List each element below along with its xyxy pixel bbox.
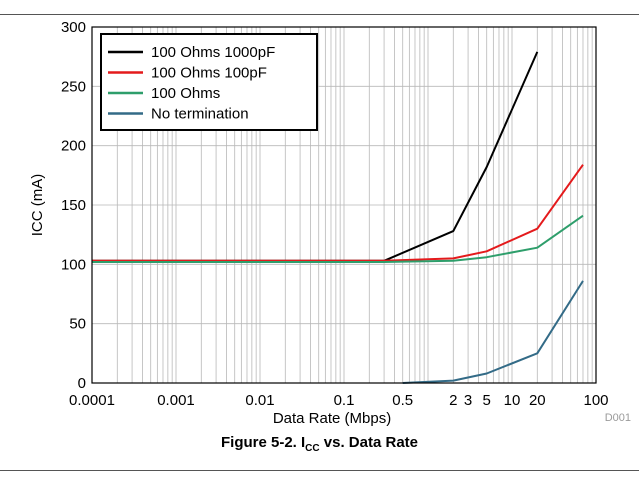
plot-frame [91,26,597,384]
legend-label-0: 100 Ohms 1000pF [151,44,275,61]
x-tick-label: 3 [464,392,472,409]
legend-label-3: No termination [151,106,249,123]
x-tick-label: 20 [529,392,546,409]
x-tick-label: 100 [583,392,608,409]
x-tick-label: 5 [483,392,491,409]
top-rule [0,14,639,15]
series-line-2 [92,214,584,263]
legend: 100 Ohms 1000pF 100 Ohms 100pF 100 Ohms No … [100,33,318,131]
x-axis-label: Data Rate (Mbps) [273,410,391,427]
legend-label-2: 100 Ohms [151,85,220,102]
y-tick-label: 50 [69,316,86,333]
figure-id-watermark: D001 [605,412,631,424]
y-tick-label: 300 [61,19,86,36]
x-tick-label: 0.0001 [69,392,115,409]
y-tick-label: 0 [78,375,86,392]
y-tick-label: 250 [61,78,86,95]
x-tick-label: 0.1 [334,392,355,409]
x-tick-label: 0.001 [157,392,195,409]
figure-caption: Figure 5-2. ICC vs. Data Rate [0,434,639,454]
caption-prefix: Figure 5-2. I [220,434,306,451]
y-tick-label: 150 [61,197,86,214]
x-tick-label: 10 [504,392,521,409]
series-line-1 [92,164,584,262]
series-line-3 [402,280,584,384]
x-tick-label: 0.5 [392,392,413,409]
x-tick-label: 0.01 [245,392,274,409]
legend-label-1: 100 Ohms 100pF [151,65,267,82]
caption-suffix: vs. Data Rate [319,434,419,451]
icc-vs-data-rate-chart: 0 50 100 150 200 250 300 0.0001 0.001 0.01 0.1 0.5 2… [29,19,631,427]
y-tick-label: 100 [61,256,86,273]
y-axis-label: ICC (mA) [29,174,46,237]
x-tick-label: 2 [449,392,457,409]
caption-subscript: CC [305,443,320,454]
bottom-rule [0,470,639,471]
y-tick-label: 200 [61,138,86,155]
